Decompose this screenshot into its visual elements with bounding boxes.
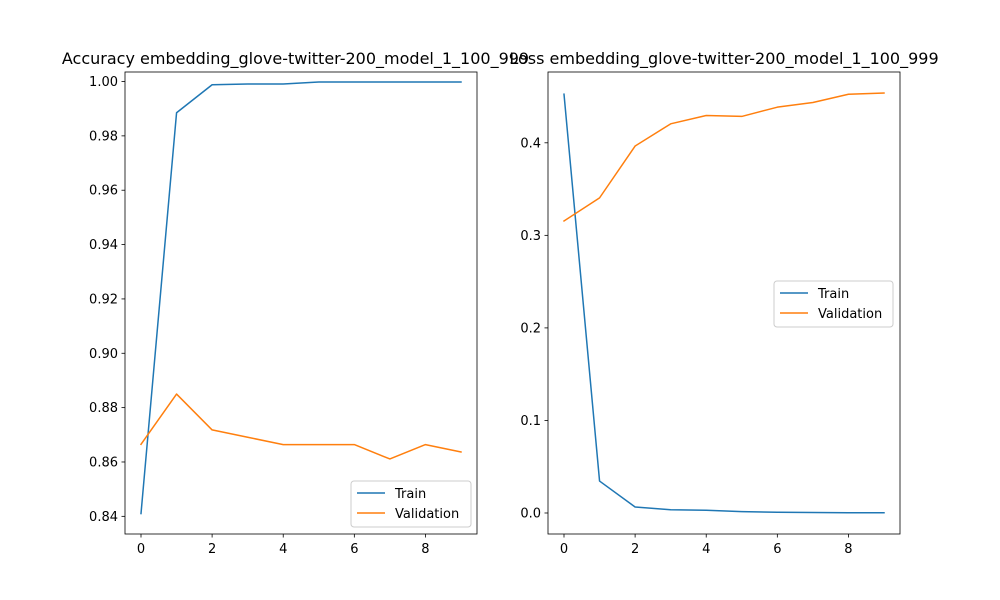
accuracy-legend-train-label: Train bbox=[394, 487, 426, 502]
accuracy-y-tick-label: 0.88 bbox=[89, 401, 118, 416]
loss-plot-area: 0 2 4 6 8 0.0 0.1 0.2 0.3 0.4 bbox=[520, 71, 901, 557]
accuracy-validation-line bbox=[139, 393, 462, 460]
accuracy-y-tick-label: 0.84 bbox=[89, 510, 118, 525]
accuracy-x-tick-label: 0 bbox=[137, 542, 145, 557]
loss-x-tick-label: 2 bbox=[631, 542, 639, 557]
accuracy-y-tick-label: 0.86 bbox=[89, 455, 118, 470]
accuracy-subplot: Accuracy embedding_glove-twitter-200_mod… bbox=[62, 49, 529, 557]
loss-x-tick-label: 4 bbox=[702, 542, 710, 557]
accuracy-train-line bbox=[140, 81, 462, 515]
accuracy-legend: Train Validation bbox=[350, 480, 472, 528]
loss-legend: Train Validation bbox=[773, 280, 894, 328]
accuracy-title: Accuracy embedding_glove-twitter-200_mod… bbox=[62, 49, 529, 69]
accuracy-y-tick-label: 0.98 bbox=[89, 129, 118, 144]
accuracy-axes-frame bbox=[124, 71, 478, 535]
loss-title: Loss embedding_glove-twitter-200_model_1… bbox=[509, 49, 938, 69]
accuracy-plot-area: 0 2 4 6 8 0.84 0.86 0.88 0.90 0.92 0.94 0.96 0.98 1.0… bbox=[89, 71, 478, 557]
loss-train-line bbox=[563, 93, 885, 514]
loss-y-tick-label: 0.1 bbox=[520, 414, 541, 429]
accuracy-x-tick-label: 2 bbox=[208, 542, 216, 557]
accuracy-y-tick-label: 0.94 bbox=[89, 238, 118, 253]
loss-legend-train-label: Train bbox=[817, 287, 849, 302]
loss-validation-line bbox=[562, 92, 885, 223]
loss-x-tick-label: 6 bbox=[773, 542, 781, 557]
loss-y-tick-label: 0.0 bbox=[520, 506, 541, 521]
accuracy-y-tick-label: 1.00 bbox=[89, 75, 118, 90]
accuracy-x-tick-label: 8 bbox=[421, 542, 429, 557]
loss-y-tick-label: 0.2 bbox=[520, 321, 541, 336]
loss-x-tick-label: 0 bbox=[560, 542, 568, 557]
loss-y-tick-label: 0.3 bbox=[520, 229, 541, 244]
accuracy-legend-validation-label: Validation bbox=[395, 507, 459, 522]
loss-axes-frame bbox=[547, 71, 901, 535]
loss-subplot: Loss embedding_glove-twitter-200_model_1… bbox=[509, 49, 938, 557]
accuracy-y-tick-label: 0.96 bbox=[89, 184, 118, 199]
loss-x-tick-label: 8 bbox=[844, 542, 852, 557]
accuracy-y-tick-label: 0.90 bbox=[89, 347, 118, 362]
loss-y-tick-label: 0.4 bbox=[520, 136, 541, 151]
accuracy-y-tick-label: 0.92 bbox=[89, 292, 118, 307]
accuracy-x-tick-label: 6 bbox=[350, 542, 358, 557]
loss-legend-validation-label: Validation bbox=[818, 307, 882, 322]
accuracy-x-tick-label: 4 bbox=[279, 542, 287, 557]
